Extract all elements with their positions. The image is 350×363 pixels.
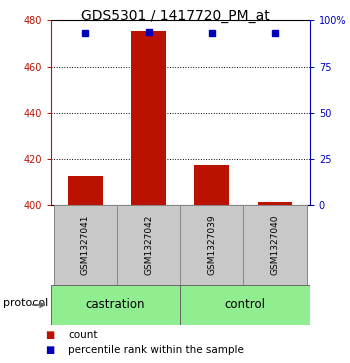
Bar bbox=[68, 176, 103, 205]
Text: percentile rank within the sample: percentile rank within the sample bbox=[68, 346, 244, 355]
Bar bbox=[54, 205, 117, 285]
Bar bbox=[51, 285, 180, 325]
Text: GSM1327040: GSM1327040 bbox=[271, 215, 280, 275]
Bar bbox=[243, 205, 307, 285]
Text: protocol: protocol bbox=[4, 298, 49, 308]
Text: GSM1327042: GSM1327042 bbox=[144, 215, 153, 275]
Text: ■: ■ bbox=[46, 346, 55, 355]
Bar bbox=[180, 205, 243, 285]
Text: count: count bbox=[68, 330, 98, 340]
Bar bbox=[258, 201, 292, 205]
Text: ■: ■ bbox=[46, 330, 55, 340]
Bar bbox=[131, 31, 166, 205]
Text: GSM1327041: GSM1327041 bbox=[81, 215, 90, 275]
Bar bbox=[180, 285, 310, 325]
Bar bbox=[195, 165, 229, 205]
Text: GDS5301 / 1417720_PM_at: GDS5301 / 1417720_PM_at bbox=[80, 9, 270, 23]
Text: castration: castration bbox=[86, 298, 145, 311]
Bar bbox=[117, 205, 180, 285]
Text: control: control bbox=[224, 298, 266, 311]
Text: GSM1327039: GSM1327039 bbox=[207, 215, 216, 276]
